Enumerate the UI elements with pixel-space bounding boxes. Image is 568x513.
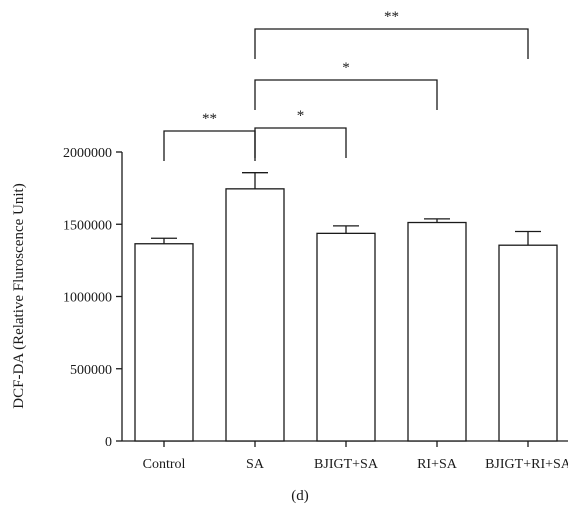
x-tick-label: SA <box>246 457 265 472</box>
x-tick-label: BJIGT+RI+SA <box>485 457 568 472</box>
y-tick-label: 1000000 <box>63 291 112 306</box>
significance-label: * <box>342 60 350 76</box>
significance-bracket <box>254 127 347 158</box>
bar-control <box>134 243 194 442</box>
bar-ri-sa <box>407 221 467 442</box>
significance-label: ** <box>202 111 217 127</box>
bar-bjigt-sa <box>316 232 376 442</box>
y-tick-label: 0 <box>105 435 112 450</box>
y-tick-label: 500000 <box>70 363 112 378</box>
panel-label: (d) <box>291 488 309 504</box>
y-axis-label: DCF-DA (Relative Fluroscence Unit) <box>11 183 27 408</box>
x-tick-label: BJIGT+SA <box>314 457 379 472</box>
bar-bjigt-ri-sa <box>498 244 558 442</box>
y-tick-label: 2000000 <box>63 146 112 161</box>
significance-label: * <box>297 108 305 124</box>
significance-bracket <box>254 79 438 110</box>
x-tick-label: Control <box>143 457 186 472</box>
significance-bracket <box>163 130 256 161</box>
y-tick-label: 1500000 <box>63 218 112 233</box>
bar-sa <box>225 188 285 442</box>
significance-label: ** <box>384 9 399 25</box>
significance-bracket <box>254 28 529 59</box>
x-tick-label: RI+SA <box>417 457 458 472</box>
